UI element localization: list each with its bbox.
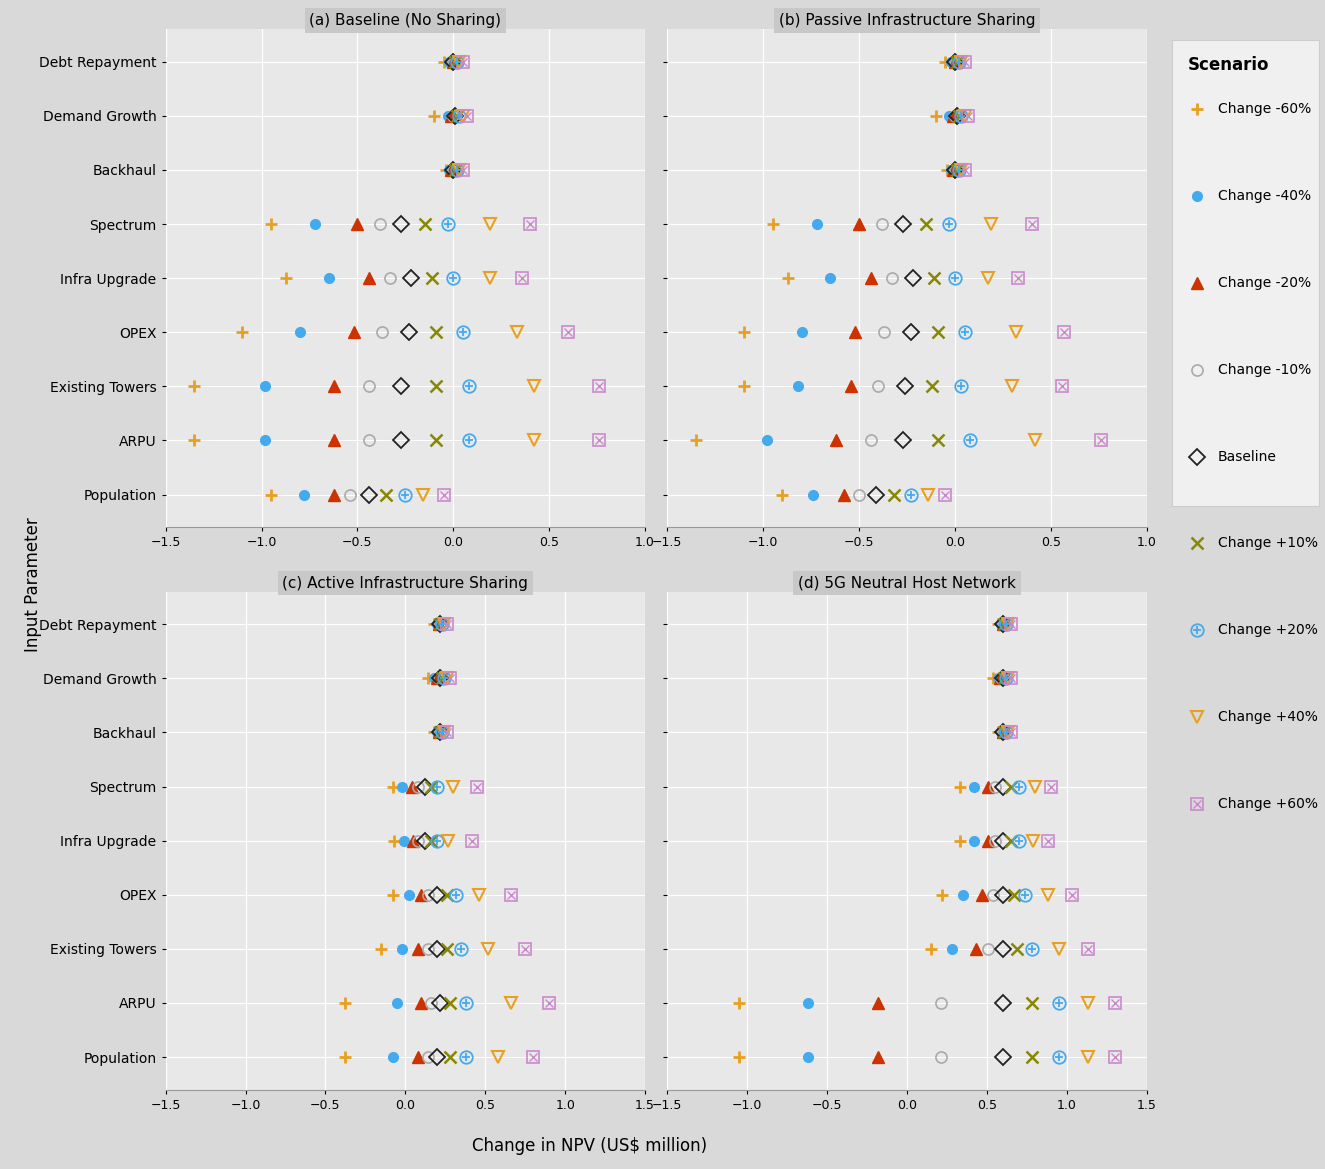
Text: Change +60%: Change +60% <box>1218 797 1318 811</box>
Title: (d) 5G Neutral Host Network: (d) 5G Neutral Host Network <box>798 575 1016 590</box>
Text: Change +20%: Change +20% <box>1218 623 1318 637</box>
Text: Change -20%: Change -20% <box>1218 276 1312 290</box>
Title: (a) Baseline (No Sharing): (a) Baseline (No Sharing) <box>309 13 501 28</box>
Text: Change -60%: Change -60% <box>1218 102 1312 116</box>
Text: Change -10%: Change -10% <box>1218 362 1312 376</box>
Title: (c) Active Infrastructure Sharing: (c) Active Infrastructure Sharing <box>282 575 529 590</box>
Text: Baseline: Baseline <box>1218 450 1277 464</box>
FancyBboxPatch shape <box>1173 40 1320 506</box>
Text: Input Parameter: Input Parameter <box>24 517 42 652</box>
Text: Scenario: Scenario <box>1187 56 1269 74</box>
FancyBboxPatch shape <box>1122 0 1325 1169</box>
Text: Change in NPV (US$ million): Change in NPV (US$ million) <box>472 1137 708 1155</box>
Text: Change +40%: Change +40% <box>1218 711 1318 725</box>
Title: (b) Passive Infrastructure Sharing: (b) Passive Infrastructure Sharing <box>779 13 1035 28</box>
Text: Change +10%: Change +10% <box>1218 537 1318 551</box>
Text: Change -40%: Change -40% <box>1218 188 1312 202</box>
